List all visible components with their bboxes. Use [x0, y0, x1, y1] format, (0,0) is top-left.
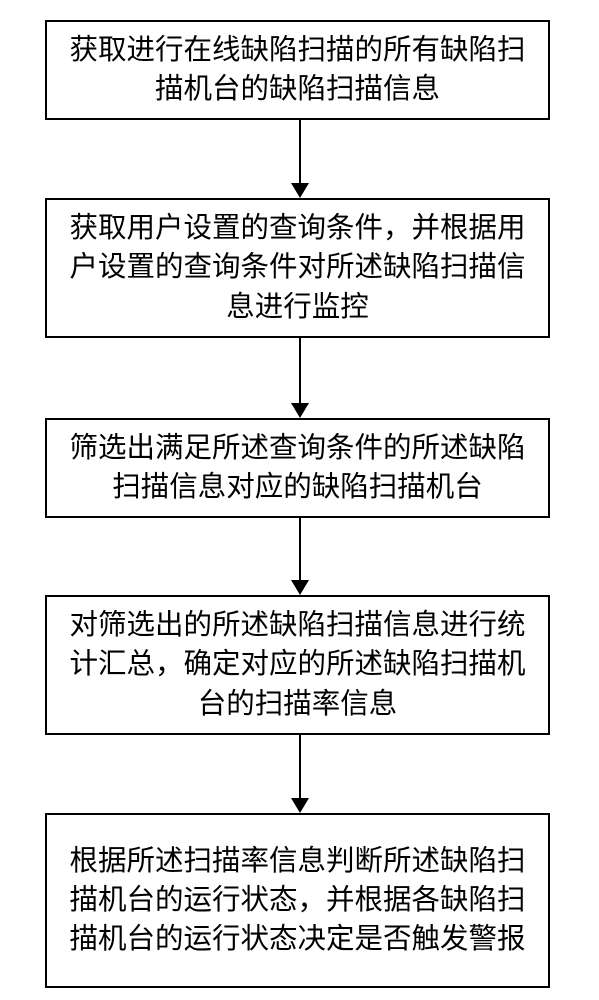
arrow-down-icon: [288, 518, 312, 595]
flow-step-3-text: 筛选出满足所述查询条件的所述缺陷扫描信息对应的缺陷扫描机台: [61, 429, 534, 508]
flow-step-1-text: 获取进行在线缺陷扫描的所有缺陷扫描机台的缺陷扫描信息: [61, 31, 534, 110]
flow-arrow-2: [288, 338, 312, 418]
arrow-down-icon: [288, 120, 312, 198]
flow-arrow-1: [288, 120, 312, 198]
flowchart-container: 获取进行在线缺陷扫描的所有缺陷扫描机台的缺陷扫描信息 获取用户设置的查询条件，并…: [0, 0, 599, 1000]
flow-step-2-text: 获取用户设置的查询条件，并根据用户设置的查询条件对所述缺陷扫描信息进行监控: [61, 209, 534, 327]
flow-step-1: 获取进行在线缺陷扫描的所有缺陷扫描机台的缺陷扫描信息: [45, 20, 550, 120]
arrow-down-icon: [288, 338, 312, 418]
flow-arrow-4: [288, 735, 312, 813]
flow-step-4-text: 对筛选出的所述缺陷扫描信息进行统计汇总，确定对应的所述缺陷扫描机台的扫描率信息: [61, 606, 534, 724]
flow-step-5: 根据所述扫描率信息判断所述缺陷扫描机台的运行状态，并根据各缺陷扫描机台的运行状态…: [45, 813, 550, 988]
flow-step-3: 筛选出满足所述查询条件的所述缺陷扫描信息对应的缺陷扫描机台: [45, 418, 550, 518]
flow-step-5-text: 根据所述扫描率信息判断所述缺陷扫描机台的运行状态，并根据各缺陷扫描机台的运行状态…: [61, 842, 534, 960]
flow-step-4: 对筛选出的所述缺陷扫描信息进行统计汇总，确定对应的所述缺陷扫描机台的扫描率信息: [45, 595, 550, 735]
flow-step-2: 获取用户设置的查询条件，并根据用户设置的查询条件对所述缺陷扫描信息进行监控: [45, 198, 550, 338]
flow-arrow-3: [288, 518, 312, 595]
arrow-down-icon: [288, 735, 312, 813]
